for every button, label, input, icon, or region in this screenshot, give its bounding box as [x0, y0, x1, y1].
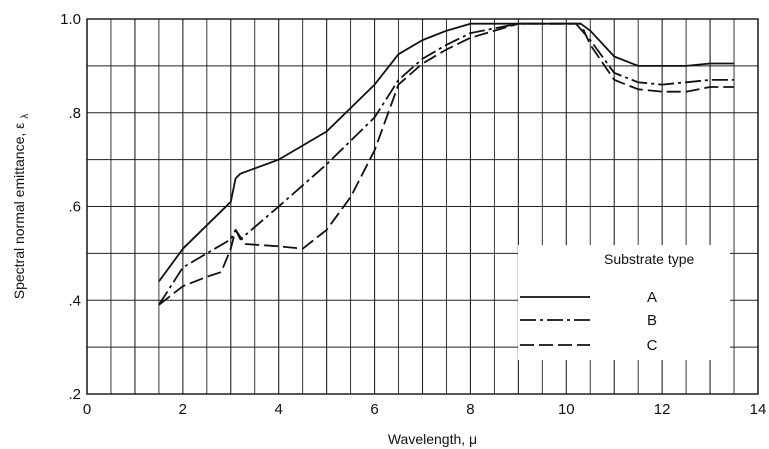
- x-tick-label: 0: [83, 401, 91, 418]
- x-tick-label: 4: [275, 401, 283, 418]
- y-tick-label: .4: [68, 292, 81, 309]
- x-tick-label: 14: [750, 401, 767, 418]
- y-tick-label: .8: [68, 105, 81, 122]
- y-axis-label: Spectral normal emittance, ε λ: [11, 114, 31, 300]
- x-axis-label: Wavelength, μ: [388, 431, 477, 447]
- x-tick-label: 2: [179, 401, 187, 418]
- y-tick-label: .2: [68, 386, 81, 403]
- x-tick-label: 8: [466, 401, 474, 418]
- y-tick-label: .6: [68, 199, 81, 216]
- y-tick-label: 1.0: [60, 11, 81, 28]
- legend: Substrate type ABC: [518, 245, 730, 360]
- y-axis-label-main: Spectral normal emittance, ε: [11, 123, 27, 300]
- legend-label-a: A: [647, 289, 657, 306]
- y-axis-label-subscript: λ: [20, 114, 31, 119]
- legend-title: Substrate type: [604, 251, 694, 267]
- legend-label-c: C: [647, 337, 658, 354]
- legend-label-b: B: [647, 312, 657, 329]
- x-tick-label: 6: [370, 401, 378, 418]
- x-tick-label: 12: [654, 401, 671, 418]
- x-tick-label: 10: [558, 401, 575, 418]
